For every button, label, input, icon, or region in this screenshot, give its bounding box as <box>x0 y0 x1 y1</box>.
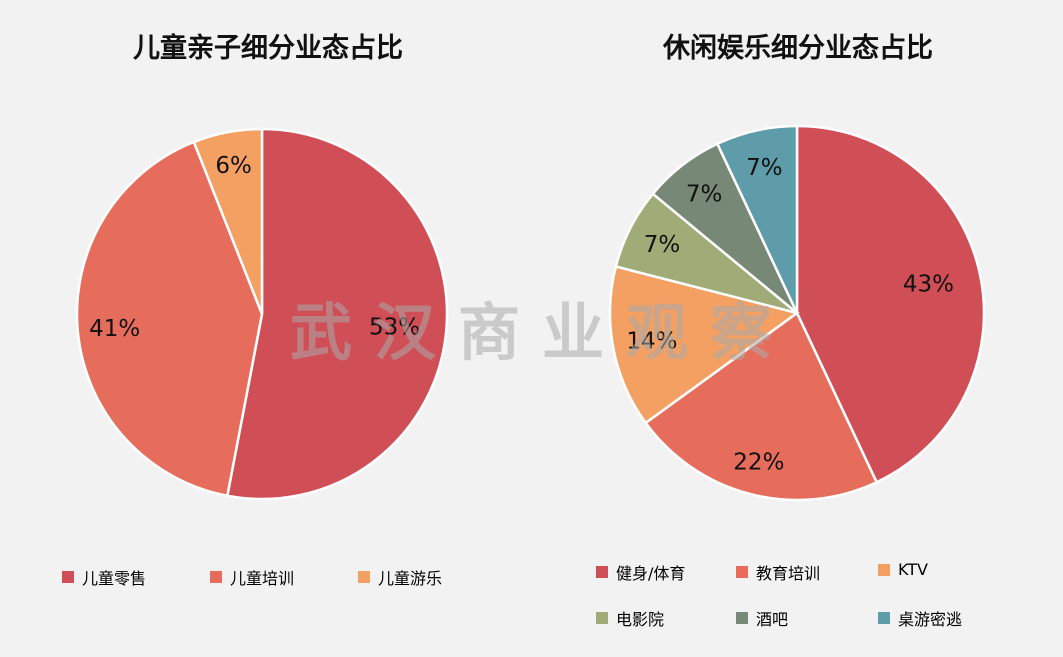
legend-item-0-2: 儿童游乐 <box>358 565 442 589</box>
legend-swatch <box>596 612 608 624</box>
legend-swatch <box>210 571 222 583</box>
slice-label-1-5: 7% <box>746 155 783 181</box>
slice-label-0-1: 41% <box>89 316 140 342</box>
chart-title-leisure: 休闲娱乐细分业态占比 <box>663 33 933 64</box>
pie-slice-1-2 <box>608 264 800 425</box>
slice-label-1-3: 7% <box>644 232 681 258</box>
pie-slice-0-1 <box>75 140 264 498</box>
legend-swatch <box>736 566 748 578</box>
legend-item-1-0: 健身/体育 <box>596 560 685 584</box>
legend-swatch <box>878 563 890 576</box>
legend-label: 教育培训 <box>756 564 821 583</box>
legend-label: 电影院 <box>616 610 665 629</box>
watermark: 武汉商业观察 <box>290 296 795 369</box>
chart-title-kids: 儿童亲子细分业态占比 <box>133 33 403 64</box>
legend-label: 桌游密逃 <box>898 610 963 629</box>
pie-slice-0-0 <box>225 127 449 501</box>
legend-item-0-1: 儿童培训 <box>210 565 294 589</box>
legend-item-0-0: 儿童零售 <box>62 565 146 589</box>
slice-label-1-2: 14% <box>626 329 677 355</box>
legend-swatch <box>878 612 890 624</box>
legend-item-1-2: KTV <box>878 560 928 579</box>
legend-swatch <box>358 571 370 583</box>
legend-label: 健身/体育 <box>616 564 686 583</box>
pie-slice-1-0 <box>795 124 986 484</box>
legend-item-1-1: 教育培训 <box>736 560 820 584</box>
slice-label-0-0: 53% <box>369 315 420 341</box>
slice-label-0-2: 6% <box>215 153 252 179</box>
legend-swatch <box>736 612 748 624</box>
pie-slice-0-2 <box>192 127 264 315</box>
legend-label: 儿童游乐 <box>378 569 443 588</box>
legend-swatch <box>596 566 608 578</box>
legend-label: KTV <box>898 560 928 579</box>
legend-label: 儿童零售 <box>82 569 147 588</box>
pie-slice-1-5 <box>715 124 799 314</box>
slice-label-1-0: 43% <box>903 272 954 298</box>
legend-label: 儿童培训 <box>230 569 295 588</box>
slice-label-1-1: 22% <box>733 450 784 476</box>
pie-slice-1-1 <box>643 311 879 502</box>
slice-label-1-4: 7% <box>686 181 723 207</box>
legend-label: 酒吧 <box>756 610 789 629</box>
legend-swatch <box>62 571 74 583</box>
legend-item-1-5: 桌游密逃 <box>878 606 962 630</box>
legend-item-1-3: 电影院 <box>596 606 664 630</box>
legend-item-1-4: 酒吧 <box>736 606 788 630</box>
